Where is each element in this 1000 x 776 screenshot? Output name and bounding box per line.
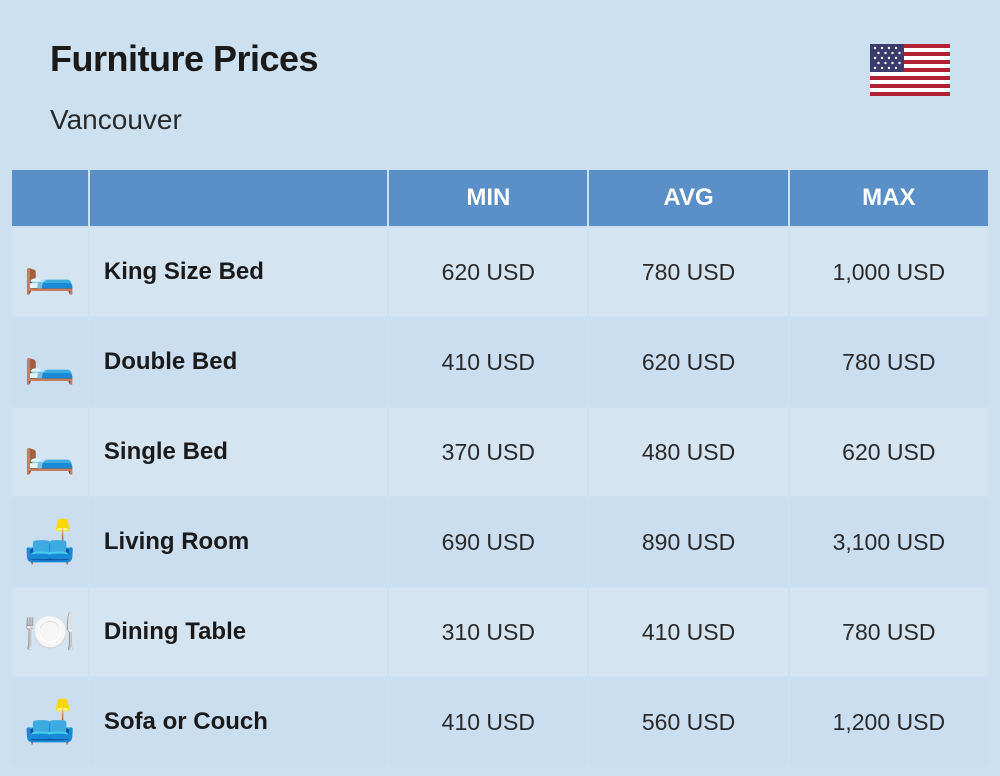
us-flag-icon <box>870 44 950 96</box>
row-icon: 🛋️ <box>12 678 88 766</box>
header-name-col <box>90 170 387 226</box>
header-min: MIN <box>389 170 587 226</box>
row-avg: 620 USD <box>589 318 787 406</box>
row-min: 310 USD <box>389 588 587 676</box>
row-name: Double Bed <box>90 318 387 406</box>
row-min: 410 USD <box>389 318 587 406</box>
row-name: Single Bed <box>90 408 387 496</box>
sofa-icon: 🛋️ <box>24 518 76 565</box>
table-body: 🛏️ King Size Bed 620 USD 780 USD 1,000 U… <box>12 228 988 766</box>
row-icon: 🛏️ <box>12 408 88 496</box>
row-name: Living Room <box>90 498 387 586</box>
row-max: 620 USD <box>790 408 988 496</box>
row-icon: 🍽️ <box>12 588 88 676</box>
table-header-row: MIN AVG MAX <box>12 170 988 226</box>
row-min: 370 USD <box>389 408 587 496</box>
header-left: Furniture Prices Vancouver <box>50 38 870 136</box>
row-icon: 🛏️ <box>12 318 88 406</box>
dining-icon: 🍽️ <box>24 608 76 655</box>
table-row: 🛏️ King Size Bed 620 USD 780 USD 1,000 U… <box>12 228 988 316</box>
row-min: 690 USD <box>389 498 587 586</box>
row-icon: 🛏️ <box>12 228 88 316</box>
page-title: Furniture Prices <box>50 38 870 80</box>
table-row: 🛏️ Single Bed 370 USD 480 USD 620 USD <box>12 408 988 496</box>
row-avg: 410 USD <box>589 588 787 676</box>
row-icon: 🛋️ <box>12 498 88 586</box>
header-avg: AVG <box>589 170 787 226</box>
couch-icon: 🛋️ <box>24 698 76 745</box>
bed-icon: 🛏️ <box>24 338 76 385</box>
row-avg: 480 USD <box>589 408 787 496</box>
table-row: 🛏️ Double Bed 410 USD 620 USD 780 USD <box>12 318 988 406</box>
row-min: 410 USD <box>389 678 587 766</box>
row-avg: 890 USD <box>589 498 787 586</box>
bed-icon: 🛏️ <box>24 248 76 295</box>
table-row: 🛋️ Living Room 690 USD 890 USD 3,100 USD <box>12 498 988 586</box>
row-avg: 780 USD <box>589 228 787 316</box>
header-max: MAX <box>790 170 988 226</box>
row-name: King Size Bed <box>90 228 387 316</box>
row-max: 1,000 USD <box>790 228 988 316</box>
row-max: 3,100 USD <box>790 498 988 586</box>
price-table: MIN AVG MAX 🛏️ King Size Bed 620 USD 780… <box>10 168 990 768</box>
row-max: 780 USD <box>790 588 988 676</box>
row-max: 1,200 USD <box>790 678 988 766</box>
row-avg: 560 USD <box>589 678 787 766</box>
header-icon-col <box>12 170 88 226</box>
table-row: 🛋️ Sofa or Couch 410 USD 560 USD 1,200 U… <box>12 678 988 766</box>
row-min: 620 USD <box>389 228 587 316</box>
row-name: Sofa or Couch <box>90 678 387 766</box>
row-max: 780 USD <box>790 318 988 406</box>
header: Furniture Prices Vancouver <box>0 0 1000 156</box>
row-name: Dining Table <box>90 588 387 676</box>
table-row: 🍽️ Dining Table 310 USD 410 USD 780 USD <box>12 588 988 676</box>
bed-icon: 🛏️ <box>24 428 76 475</box>
page-subtitle: Vancouver <box>50 104 870 136</box>
